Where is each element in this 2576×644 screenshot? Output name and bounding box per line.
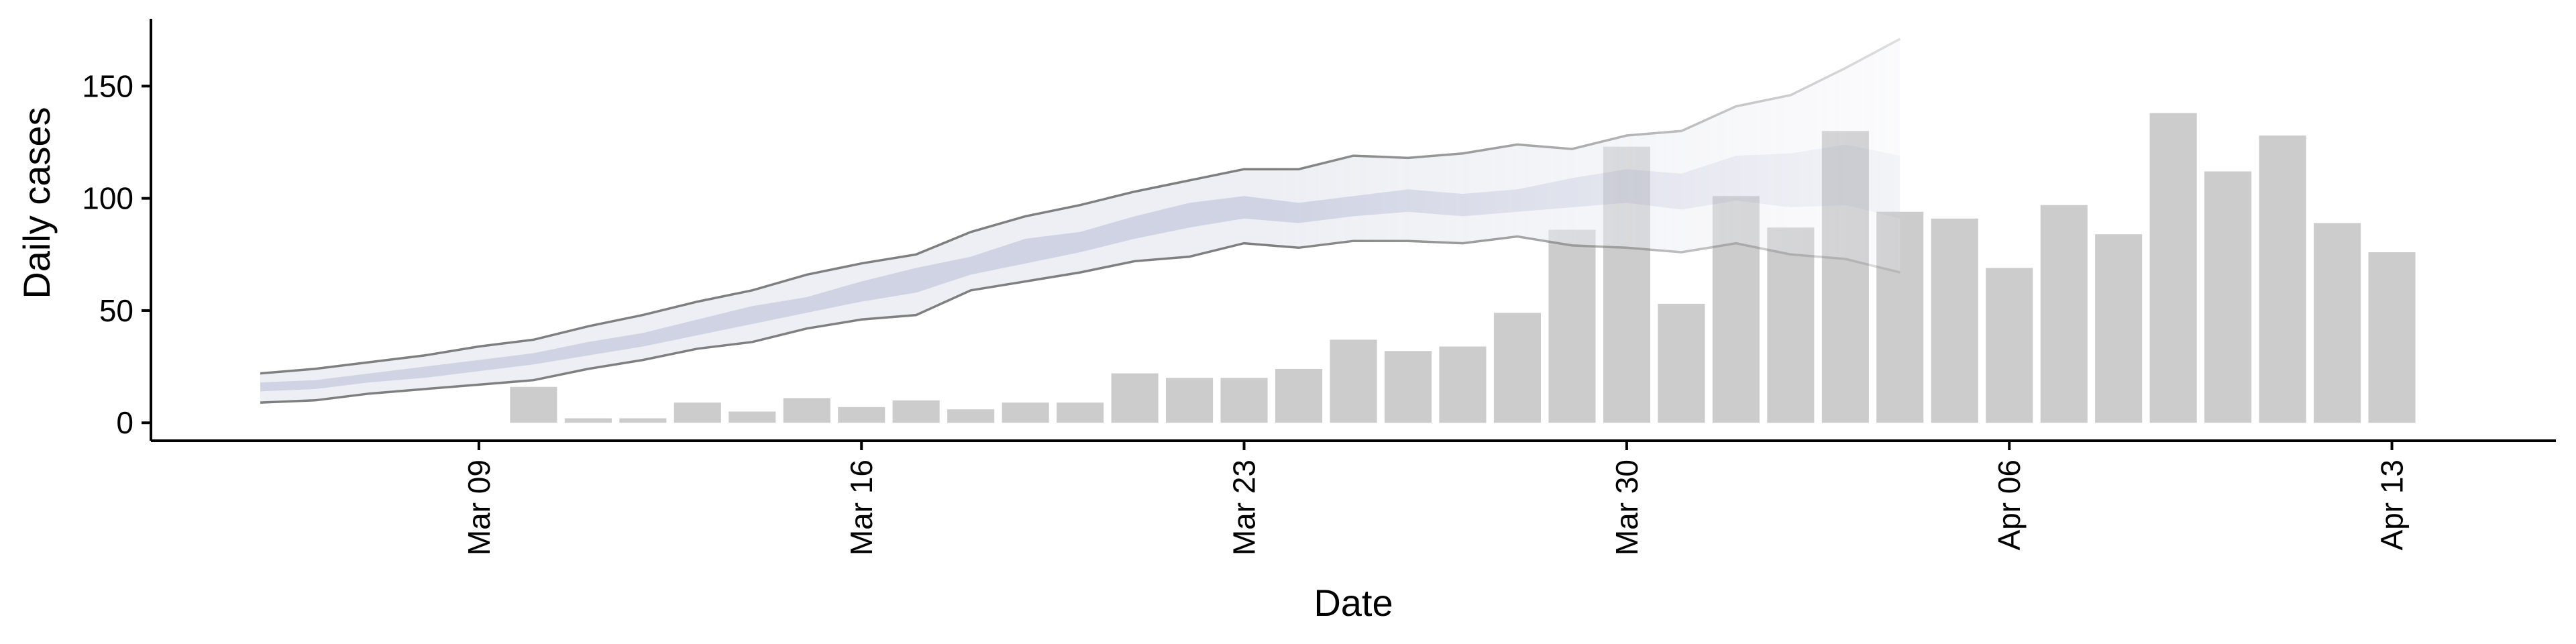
bar-2020-03-18	[947, 409, 995, 423]
bar-2020-04-02	[1767, 227, 1815, 423]
bar-2020-03-23	[1220, 378, 1268, 423]
outer-interval-area	[260, 39, 1900, 403]
bar-2020-03-12	[619, 418, 667, 423]
bar-2020-04-07	[2040, 205, 2088, 423]
bar-2020-03-31	[1658, 303, 1705, 423]
bar-2020-03-26	[1384, 351, 1432, 423]
bar-2020-03-13	[674, 402, 721, 423]
x-axis-title: Date	[1313, 582, 1393, 624]
bar-2020-03-15	[783, 398, 830, 423]
x-tick-label-2020-03-09: Mar 09	[462, 460, 496, 555]
bar-2020-03-20	[1057, 402, 1104, 423]
y-tick-label-100: 100	[82, 181, 133, 216]
bar-2020-04-13	[2368, 252, 2416, 423]
axes-layer: 0 50 100 150 Mar 09 Mar 16 Mar 23 Mar 30 Apr 06 A…	[82, 19, 2556, 555]
x-tick-label-2020-04-13: Apr 13	[2375, 460, 2410, 551]
bar-2020-03-10	[510, 386, 557, 423]
bar-2020-03-21	[1111, 373, 1159, 423]
bar-2020-04-09	[2149, 113, 2197, 423]
bar-2020-03-19	[1002, 402, 1049, 423]
bar-2020-03-22	[1166, 378, 1214, 423]
bar-2020-03-17	[892, 400, 940, 423]
bar-2020-04-05	[1931, 218, 1978, 423]
bar-2020-03-11	[564, 418, 612, 423]
bar-2020-04-06	[1986, 268, 2033, 423]
bar-2020-04-08	[2095, 234, 2143, 423]
x-tick-label-2020-04-06: Apr 06	[1992, 460, 2027, 551]
bar-2020-03-24	[1275, 368, 1323, 423]
bar-2020-04-10	[2204, 171, 2252, 423]
y-tick-label-0: 0	[116, 405, 133, 440]
bar-2020-03-25	[1330, 339, 1377, 423]
lower-bound-line	[260, 235, 1900, 404]
x-tick-label-2020-03-23: Mar 23	[1227, 460, 1262, 555]
bar-2020-04-12	[2314, 223, 2361, 423]
x-tick-label-2020-03-16: Mar 16	[844, 460, 879, 555]
y-tick-label-150: 150	[82, 68, 133, 103]
bar-2020-03-14	[729, 411, 776, 423]
bar-2020-03-29	[1548, 229, 1596, 423]
bars-layer	[510, 113, 2416, 423]
inner-interval-area	[260, 144, 1900, 392]
y-axis-title: Daily cases	[15, 107, 58, 299]
y-tick-label-50: 50	[99, 293, 133, 328]
bar-2020-04-11	[2259, 136, 2306, 423]
bar-2020-03-27	[1439, 346, 1487, 423]
x-tick-label-2020-03-30: Mar 30	[1609, 460, 1644, 555]
nowcast-band-layer	[260, 38, 1901, 404]
upper-bound-line	[260, 38, 1901, 375]
bar-2020-03-28	[1493, 313, 1541, 423]
bar-2020-03-16	[838, 407, 885, 423]
